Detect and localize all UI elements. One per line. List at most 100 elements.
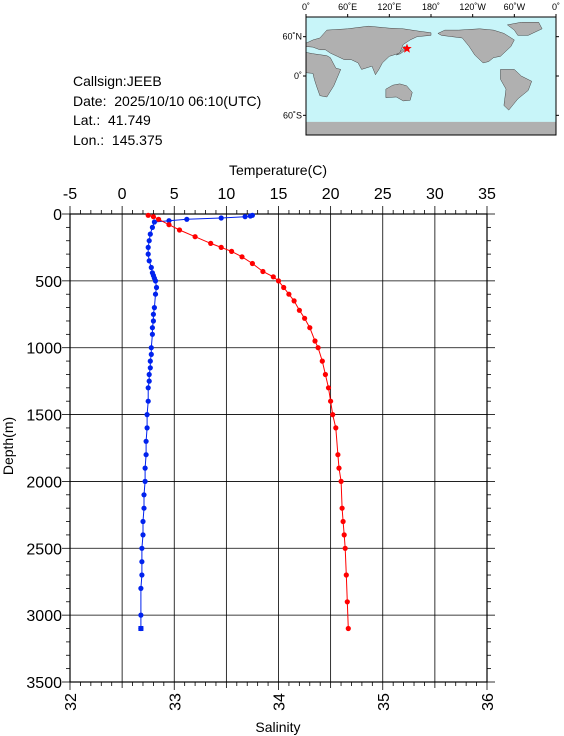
temperature-point xyxy=(153,284,160,291)
temperature-point xyxy=(138,612,144,618)
temperature-point xyxy=(142,465,148,471)
temperature-point xyxy=(140,532,146,538)
lat-text: Lat.: 41.749 xyxy=(73,112,151,128)
temperature-point xyxy=(148,345,154,351)
world-map: 0˚ 60˚E 120˚E 180˚ 120˚W 60˚W 0˚ 60˚N 0˚ 60˚S xyxy=(282,2,560,136)
temperature-point xyxy=(141,505,147,511)
salinity-point xyxy=(302,315,308,321)
bottom-tick-label: 35 xyxy=(376,693,393,711)
temperature-point xyxy=(144,425,150,431)
depth-tick-label: 0 xyxy=(53,207,62,224)
series-layer xyxy=(138,212,351,632)
top-tick-label: 0 xyxy=(118,186,127,203)
callsign-text: Callsign:JEEB xyxy=(73,73,162,89)
station-marker xyxy=(402,43,412,53)
temperature-point xyxy=(149,331,155,337)
map-lon-label: 60˚W xyxy=(504,2,526,12)
map-antarctica xyxy=(306,121,556,135)
y-axis-title: Depth(m) xyxy=(0,417,16,475)
map-lon-label: 0˚ xyxy=(302,2,310,12)
salinity-point xyxy=(249,260,255,267)
salinity-point xyxy=(229,248,235,254)
temperature-point xyxy=(166,218,172,224)
temperature-point xyxy=(150,311,156,317)
top-tick-label: 35 xyxy=(478,186,496,203)
depth-tick-label: 3500 xyxy=(26,675,62,692)
salinity-point xyxy=(291,298,297,304)
salinity-point xyxy=(286,291,292,297)
map-land xyxy=(500,69,533,111)
temperature-point xyxy=(151,219,157,225)
salinity-point xyxy=(296,307,302,313)
top-tick-label: 30 xyxy=(426,186,444,203)
map-group: 0˚ 60˚E 120˚E 180˚ 120˚W 60˚W 0˚ 60˚N 0˚ 60˚S xyxy=(282,2,560,136)
temperature-point xyxy=(146,378,152,384)
bottom-tick-label: 34 xyxy=(272,693,289,711)
map-lon-label: 120˚E xyxy=(377,2,401,12)
salinity-point xyxy=(208,240,214,246)
map-land xyxy=(506,21,543,36)
map-lat-label: 60˚N xyxy=(282,32,302,42)
temperature-point xyxy=(138,585,144,592)
map-lon-label: 120˚W xyxy=(459,2,486,12)
salinity-point xyxy=(343,572,349,578)
map-lat-label: 0˚ xyxy=(294,71,302,81)
top-tick-label: -5 xyxy=(63,186,77,203)
temperature-point xyxy=(218,215,224,221)
depth-tick-label: 500 xyxy=(35,274,62,291)
temperature-point xyxy=(144,412,150,418)
depth-tick-label: 1500 xyxy=(26,408,62,425)
bottom-tick-label: 32 xyxy=(63,693,80,711)
map-land xyxy=(305,52,342,98)
salinity-point xyxy=(260,268,266,275)
salinity-point xyxy=(166,222,172,228)
depth-tick-label: 2000 xyxy=(26,474,62,491)
salinity-point xyxy=(339,505,345,511)
temperature-point xyxy=(242,214,248,220)
salinity-point xyxy=(325,385,332,391)
temperature-line xyxy=(140,214,253,629)
top-axis-title: Temperature(C) xyxy=(229,162,327,178)
temperature-point xyxy=(145,251,151,257)
map-lon-label: 0˚ xyxy=(552,2,560,12)
depth-tick-label: 3000 xyxy=(26,608,62,625)
top-tick-label: 10 xyxy=(217,186,235,203)
top-tick-label: 5 xyxy=(170,186,179,203)
temperature-point xyxy=(146,371,152,378)
temperature-point xyxy=(149,325,155,331)
top-tick-label: 25 xyxy=(374,186,392,203)
salinity-point xyxy=(275,278,282,284)
salinity-point xyxy=(312,338,318,344)
temperature-point xyxy=(149,224,155,230)
top-tick-label: 20 xyxy=(322,186,340,203)
depth-tick-label: 2500 xyxy=(26,541,62,558)
ticks-layer xyxy=(62,206,495,690)
salinity-point xyxy=(315,345,321,351)
temperature-point xyxy=(151,305,157,311)
salinity-point xyxy=(345,625,351,632)
bottom-axis-title: Salinity xyxy=(255,719,300,735)
temperature-point xyxy=(184,216,190,222)
salinity-point xyxy=(239,254,245,260)
temperature-point xyxy=(148,351,154,357)
temperature-point xyxy=(145,244,151,250)
station-info: Callsign:JEEB Date: 2025/10/10 06:10(UTC… xyxy=(73,72,261,150)
temperature-point xyxy=(148,264,154,271)
bottom-tick-label: 36 xyxy=(480,693,497,711)
temperature-point xyxy=(146,258,152,264)
salinity-point xyxy=(150,214,156,220)
salinity-point xyxy=(328,398,334,404)
salinity-point xyxy=(322,371,328,378)
salinity-point xyxy=(340,518,346,525)
salinity-point xyxy=(307,325,313,331)
temperature-point xyxy=(145,385,151,391)
map-lon-label: 60˚E xyxy=(338,2,357,12)
temperature-point xyxy=(150,318,156,324)
temperature-point xyxy=(139,559,145,565)
temperature-point xyxy=(147,365,153,371)
salinity-point xyxy=(218,244,224,250)
map-land xyxy=(305,25,432,76)
salinity-point xyxy=(281,284,287,291)
salinity-point xyxy=(176,227,183,233)
